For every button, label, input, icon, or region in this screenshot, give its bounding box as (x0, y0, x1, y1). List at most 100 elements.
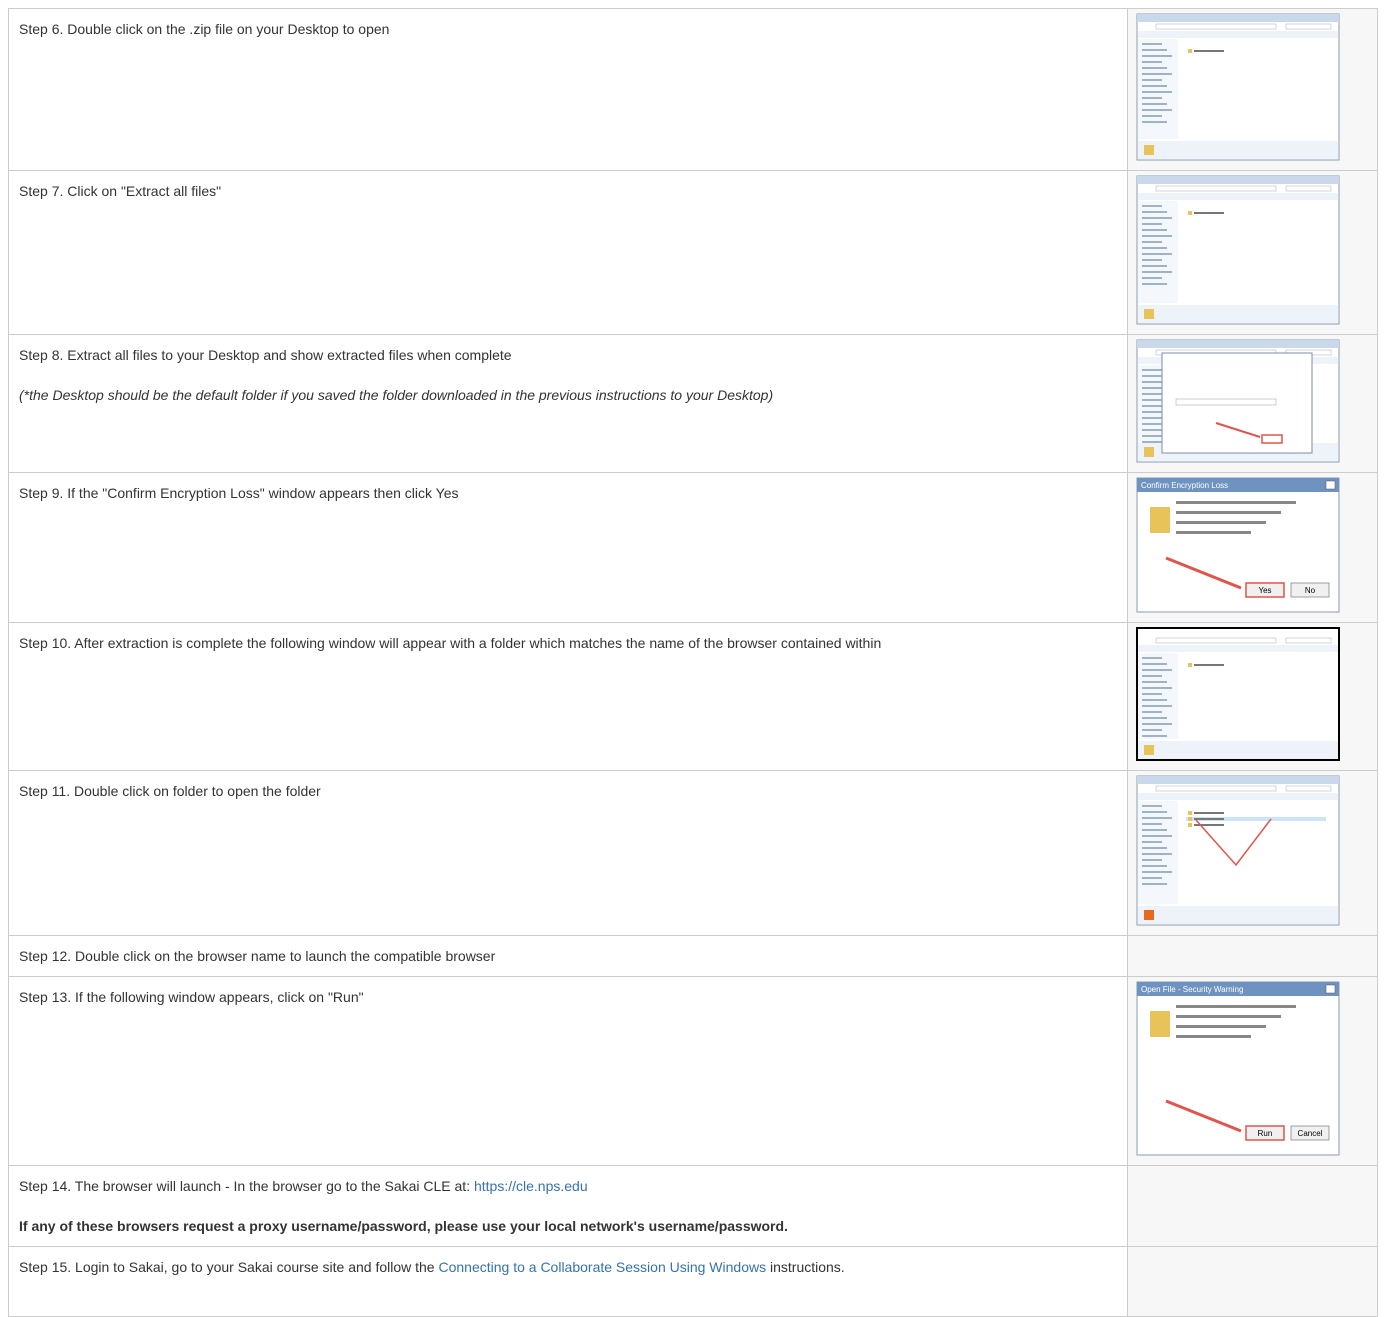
dialog-line (1176, 501, 1296, 504)
status-bar (1138, 906, 1338, 924)
nav-item (1142, 67, 1167, 69)
nav-item (1142, 865, 1167, 867)
thumbnail (1136, 627, 1340, 761)
step-text: Step 9. If the "Confirm Encryption Loss"… (19, 485, 459, 501)
file-icon (1188, 823, 1192, 827)
nav-item (1142, 717, 1167, 719)
step-text-cell: Step 6. Double click on the .zip file on… (9, 9, 1128, 171)
dialog-line (1176, 1005, 1296, 1008)
nav-item (1142, 675, 1162, 677)
search-box (1286, 24, 1331, 29)
close-btn (1326, 481, 1335, 489)
title-bar (1137, 14, 1339, 22)
step-row: Step 6. Double click on the .zip file on… (9, 9, 1378, 171)
step-text: Step 13. If the following window appears… (19, 987, 1117, 1007)
search-box (1286, 638, 1331, 643)
step-text: Step 11. Double click on folder to open … (19, 783, 321, 799)
nav-item (1142, 699, 1167, 701)
step-text-cell: Step 7. Click on "Extract all files" (9, 171, 1128, 335)
nav-item (1142, 423, 1162, 425)
address-bar (1156, 186, 1276, 191)
thumbnail-cell (1127, 1166, 1377, 1247)
nav-item (1142, 205, 1162, 207)
nav-item (1142, 369, 1162, 371)
address-bar (1156, 786, 1276, 791)
thumbnail-cell: Confirm Encryption LossYesNo (1127, 473, 1377, 623)
link[interactable]: Connecting to a Collaborate Session Usin… (438, 1259, 766, 1275)
step-text-cell: Step 14. The browser will launch - In th… (9, 1166, 1128, 1247)
link[interactable]: https://cle.nps.edu (474, 1178, 588, 1194)
nav-item (1142, 711, 1162, 713)
file-icon (1188, 817, 1192, 821)
step-row: Step 14. The browser will launch - In th… (9, 1166, 1378, 1247)
step-text-cell: Step 11. Double click on folder to open … (9, 771, 1128, 936)
toolbar (1138, 193, 1338, 200)
nav-item (1142, 229, 1167, 231)
nav-item (1142, 669, 1172, 671)
nav-item (1142, 283, 1167, 285)
step-text: Step 15. Login to Sakai, go to your Saka… (19, 1259, 435, 1275)
dialog-title: Open File - Security Warning (1141, 985, 1243, 994)
address-bar (1156, 638, 1276, 643)
title-bar (1137, 776, 1339, 784)
step-row: Step 11. Double click on folder to open … (9, 771, 1378, 936)
status-icon (1144, 910, 1154, 920)
title-bar (1137, 340, 1339, 348)
step-text: Step 6. Double click on the .zip file on… (19, 19, 1117, 39)
dialog-title: Confirm Encryption Loss (1141, 481, 1228, 490)
nav-item (1142, 253, 1172, 255)
dialog-icon (1150, 507, 1170, 533)
dialog-icon (1150, 1011, 1170, 1037)
file-icon (1188, 211, 1192, 215)
search-box (1286, 186, 1331, 191)
status-icon (1144, 309, 1154, 319)
nav-item (1142, 247, 1167, 249)
status-bar (1138, 141, 1338, 159)
nav-item (1142, 681, 1167, 683)
thumbnail (1136, 775, 1340, 926)
nav-item (1142, 387, 1162, 389)
nav-item (1142, 49, 1167, 51)
sidebar (1138, 653, 1178, 739)
file-name (1194, 824, 1224, 826)
nav-item (1142, 405, 1162, 407)
path-box (1176, 399, 1276, 405)
close-btn (1326, 985, 1335, 993)
nav-item (1142, 73, 1172, 75)
title-bar (1137, 176, 1339, 184)
nav-item (1142, 241, 1162, 243)
nav-item (1142, 811, 1167, 813)
nav-item (1142, 61, 1162, 63)
status-bar (1138, 741, 1338, 759)
status-icon (1144, 145, 1154, 155)
nav-item (1142, 853, 1172, 855)
step-row: Step 12. Double click on the browser nam… (9, 936, 1378, 977)
nav-item (1142, 657, 1162, 659)
body: Step 6. Double click on the .zip file on… (0, 0, 1384, 1316)
nav-item (1142, 841, 1162, 843)
step-text: Step 10. After extraction is complete th… (19, 635, 881, 651)
step-text-cell: Step 8. Extract all files to your Deskto… (9, 335, 1128, 473)
nav-item (1142, 883, 1167, 885)
step-text: Step 10. After extraction is complete th… (19, 633, 1117, 653)
nav-item (1142, 115, 1162, 117)
dialog-button-label: Cancel (1297, 1129, 1322, 1138)
nav-item (1142, 441, 1162, 443)
step-row: Step 15. Login to Sakai, go to your Saka… (9, 1247, 1378, 1317)
step-text: Step 7. Click on "Extract all files" (19, 181, 1117, 201)
sidebar (1138, 201, 1178, 303)
nav-item (1142, 735, 1167, 737)
nav-item (1142, 693, 1162, 695)
thumbnail-cell (1127, 771, 1377, 936)
nav-item (1142, 85, 1167, 87)
status-bar (1138, 305, 1338, 323)
step-text: Step 12. Double click on the browser nam… (19, 948, 495, 964)
step-row: Step 7. Click on "Extract all files" (9, 171, 1378, 335)
file-name (1194, 212, 1224, 214)
step-text-cell: Step 13. If the following window appears… (9, 977, 1128, 1166)
nav-item (1142, 55, 1172, 57)
step-text: Step 8. Extract all files to your Deskto… (19, 345, 1117, 365)
nav-item (1142, 79, 1162, 81)
thumbnail: Open File - Security WarningRunCancel (1136, 981, 1340, 1156)
